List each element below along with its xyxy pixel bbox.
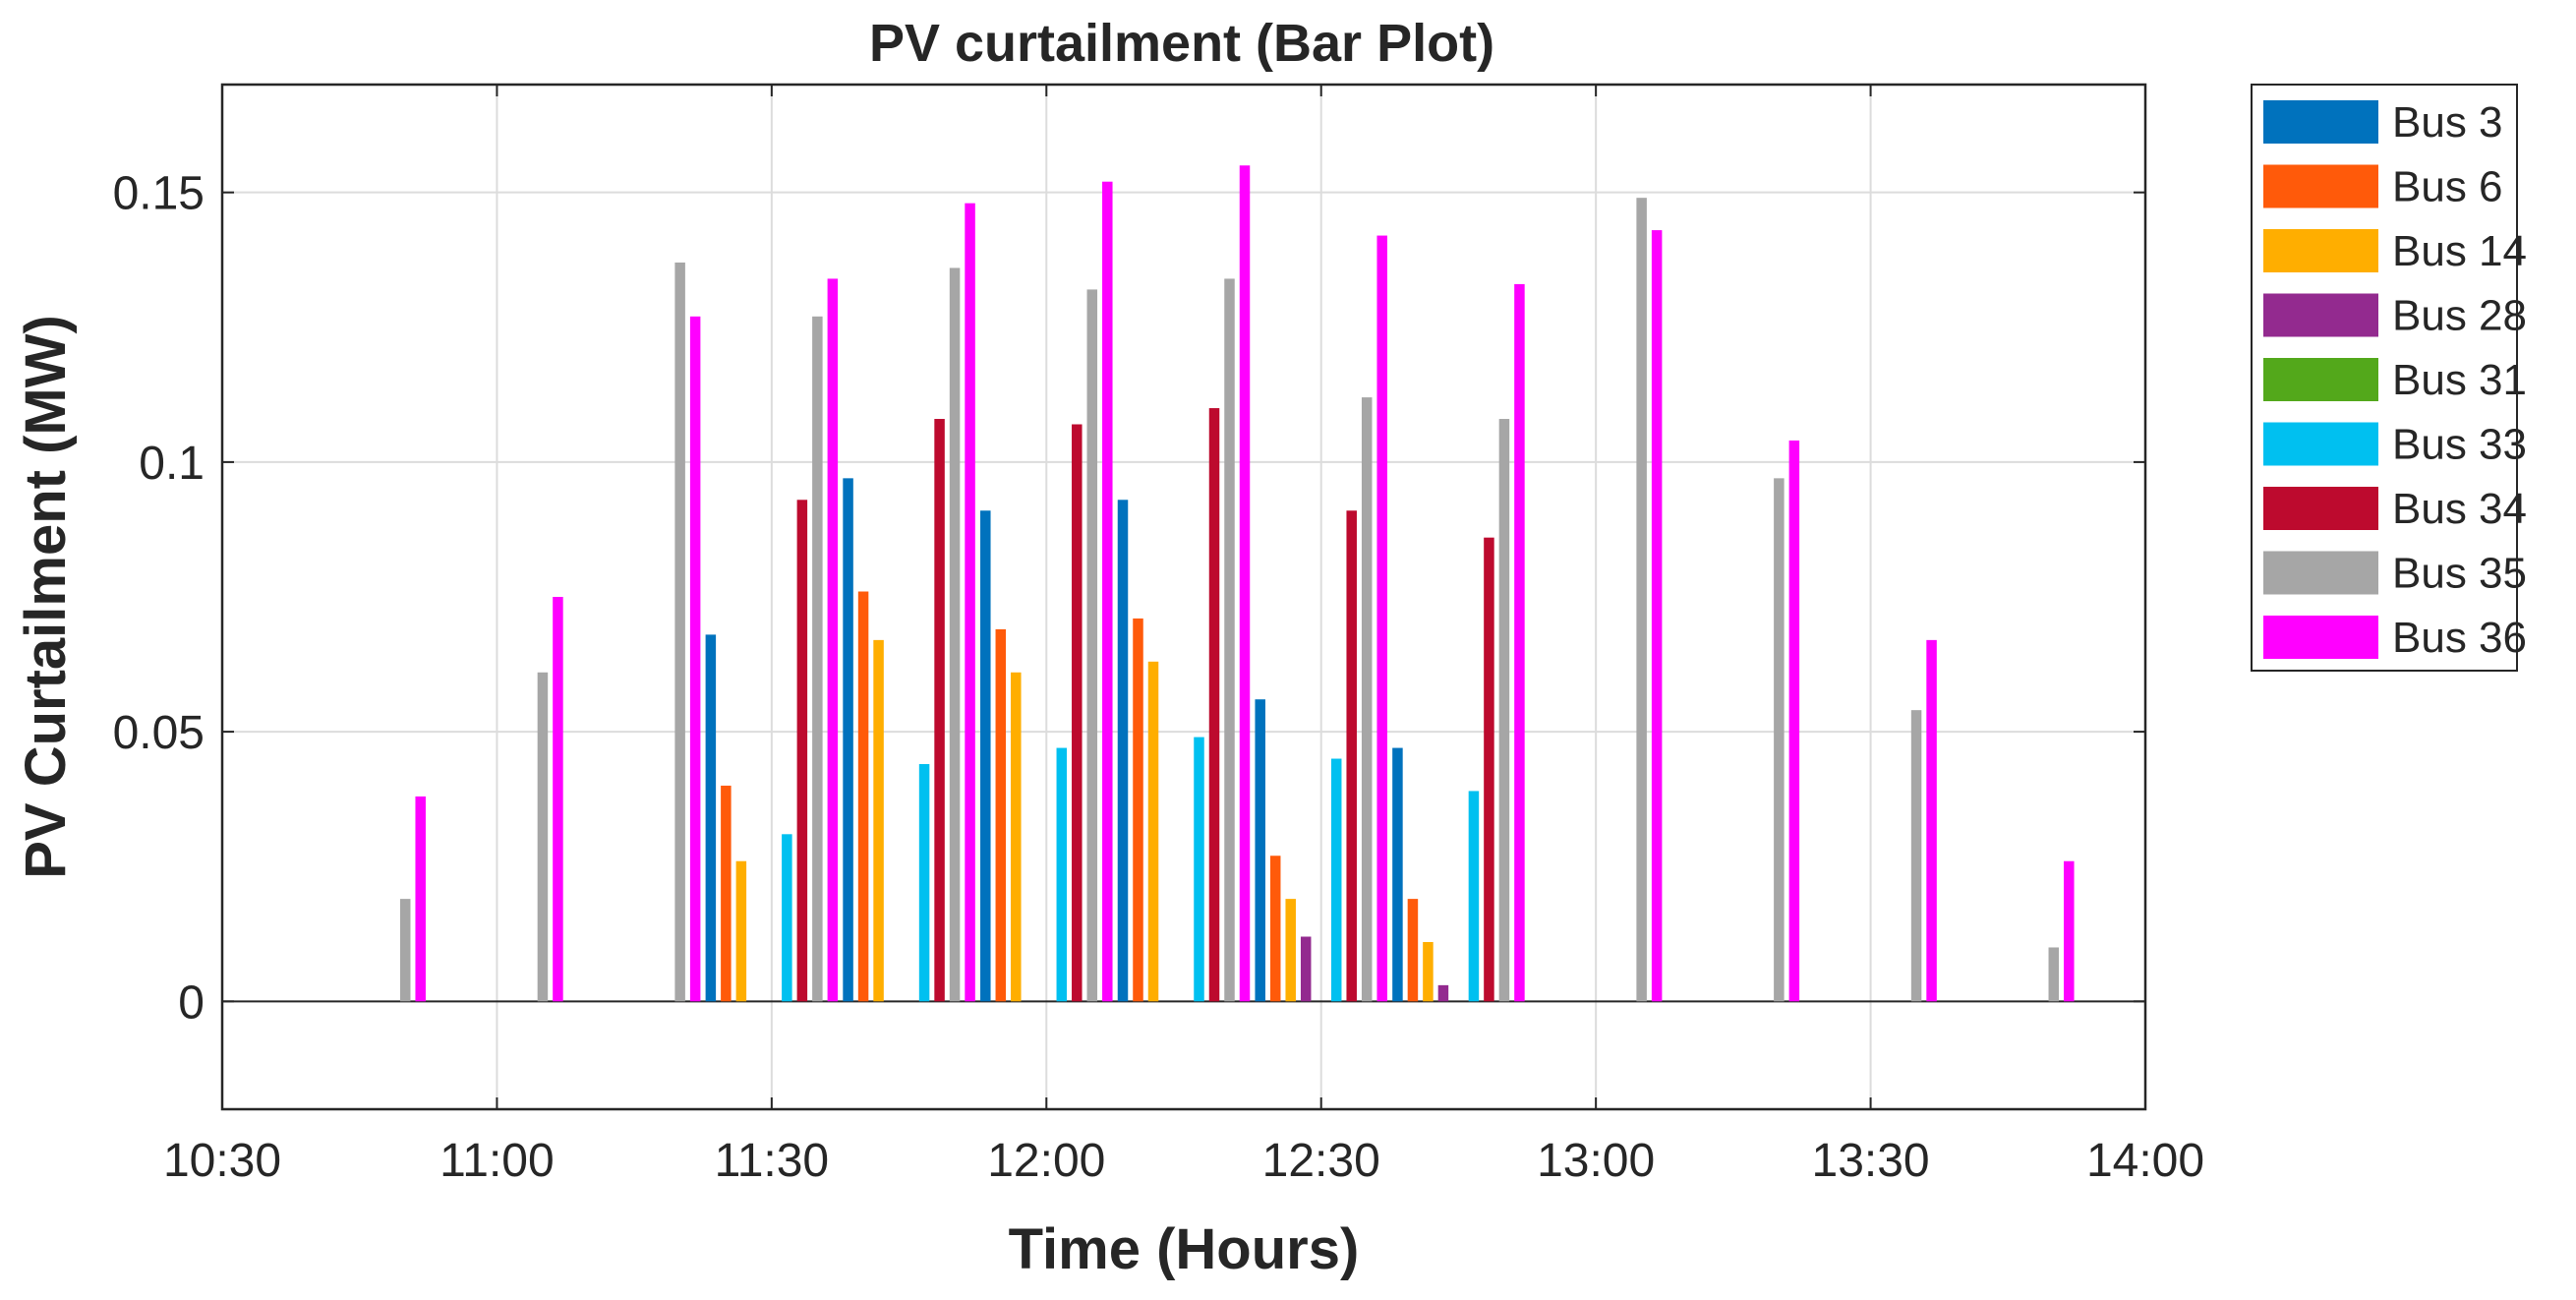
bar-bus-36 — [827, 278, 839, 1002]
y-tick-label: 0.05 — [113, 707, 205, 759]
bar-bus-6 — [1269, 856, 1281, 1002]
bar-bus-36 — [1926, 639, 1937, 1002]
legend-swatch — [2263, 100, 2378, 144]
bars — [399, 165, 2075, 1002]
bar-bus-14 — [1423, 941, 1434, 1002]
bar-bus-35 — [1636, 198, 1647, 1002]
bar-bus-6 — [995, 628, 1007, 1002]
y-tick-label: 0.1 — [139, 438, 205, 490]
x-tick-label: 12:00 — [987, 1135, 1105, 1187]
legend-label: Bus 3 — [2392, 98, 2503, 147]
bar-bus-36 — [1514, 283, 1525, 1002]
bar-bus-34 — [1346, 510, 1357, 1002]
bar-bus-35 — [537, 672, 549, 1002]
bar-bus-14 — [873, 639, 884, 1002]
bar-bus-33 — [918, 764, 930, 1002]
legend-swatch — [2263, 551, 2378, 595]
legend: Bus 3 Bus 6 Bus 14 Bus 28 Bus 31 Bus 33 Bus 34… — [2251, 84, 2527, 672]
bar-bus-36 — [1788, 440, 1800, 1002]
bar-bus-33 — [1056, 747, 1068, 1002]
bar-bus-35 — [2048, 947, 2060, 1002]
bar-bus-33 — [782, 834, 792, 1002]
x-tick-label: 14:00 — [2086, 1135, 2204, 1187]
y-axis-ticks: 0 0.05 0.1 0.15 — [113, 168, 2145, 1029]
legend-label: Bus 33 — [2392, 421, 2527, 469]
chart-title: PV curtailment (Bar Plot) — [869, 14, 1494, 73]
bar-bus-36 — [2064, 860, 2075, 1002]
bar-bus-6 — [721, 785, 732, 1002]
bar-bus-14 — [735, 860, 747, 1002]
legend-label: Bus 28 — [2392, 292, 2527, 340]
bar-bus-6 — [1407, 899, 1419, 1002]
bar-bus-36 — [553, 597, 563, 1002]
bar-bus-3 — [1392, 747, 1403, 1002]
bar-bus-34 — [1484, 537, 1494, 1002]
legend-label: Bus 36 — [2392, 614, 2527, 662]
bar-bus-34 — [1208, 408, 1220, 1002]
bar-bus-35 — [1498, 419, 1510, 1002]
bar-bus-35 — [1774, 478, 1785, 1002]
bar-bus-28 — [1300, 936, 1312, 1002]
bar-bus-28 — [1437, 984, 1449, 1002]
legend-swatch — [2263, 422, 2378, 466]
bar-bus-35 — [1361, 397, 1373, 1002]
x-axis-label: Time (Hours) — [1009, 1217, 1360, 1281]
legend-swatch — [2263, 164, 2378, 208]
bar-bus-14 — [1285, 899, 1296, 1002]
x-axis-ticks: 10:30 11:00 11:30 12:00 12:30 13:00 13:30 14:00 — [163, 85, 2204, 1187]
y-tick-label: 0 — [178, 976, 205, 1029]
bar-bus-3 — [843, 478, 853, 1002]
bar-bus-36 — [689, 316, 701, 1002]
plot-area — [220, 83, 2147, 1111]
bar-bus-3 — [1117, 500, 1129, 1002]
bar-bus-35 — [949, 267, 961, 1002]
legend-label: Bus 14 — [2392, 227, 2527, 275]
x-tick-label: 13:30 — [1812, 1135, 1930, 1187]
x-tick-label: 10:30 — [163, 1135, 281, 1187]
legend-label: Bus 35 — [2392, 550, 2527, 598]
legend-swatch — [2263, 293, 2378, 337]
bar-bus-36 — [1102, 181, 1113, 1002]
legend-swatch — [2263, 487, 2378, 530]
legend-swatch — [2263, 229, 2378, 272]
y-axis-label: PV Curtailment (MW) — [14, 315, 78, 879]
bar-bus-35 — [1910, 710, 1922, 1002]
bar-bus-34 — [1072, 424, 1083, 1002]
legend-swatch — [2263, 616, 2378, 659]
bar-bus-35 — [399, 899, 411, 1002]
legend-label: Bus 34 — [2392, 485, 2527, 533]
bar-bus-34 — [796, 500, 808, 1002]
bar-bus-34 — [934, 419, 945, 1002]
bar-bus-35 — [1224, 278, 1235, 1002]
bar-bus-35 — [812, 316, 823, 1002]
bar-bus-35 — [674, 262, 685, 1002]
bar-bus-36 — [1651, 230, 1663, 1002]
plot-background — [222, 85, 2145, 1109]
bar-bus-36 — [1239, 165, 1251, 1002]
legend-label: Bus 31 — [2392, 356, 2527, 404]
x-tick-label: 11:30 — [715, 1135, 830, 1187]
bar-bus-3 — [1255, 699, 1265, 1002]
bar-bus-33 — [1194, 737, 1204, 1002]
plot-frame — [220, 83, 2147, 1111]
legend-swatch — [2263, 358, 2378, 401]
x-tick-label: 12:30 — [1262, 1135, 1380, 1187]
bar-bus-33 — [1330, 758, 1342, 1002]
bar-bus-14 — [1147, 661, 1159, 1002]
bar-bus-36 — [965, 203, 975, 1002]
bar-bus-35 — [1086, 289, 1098, 1002]
bar-bus-6 — [1133, 618, 1143, 1002]
legend-label: Bus 6 — [2392, 163, 2503, 211]
x-tick-label: 13:00 — [1537, 1135, 1655, 1187]
x-tick-label: 11:00 — [439, 1135, 555, 1187]
bar-bus-3 — [980, 510, 991, 1002]
y-tick-label: 0.15 — [113, 168, 205, 220]
bar-bus-33 — [1468, 791, 1480, 1002]
bar-bus-14 — [1011, 672, 1022, 1002]
bar-bus-3 — [705, 634, 717, 1002]
bar-bus-36 — [1376, 235, 1387, 1002]
bar-bus-36 — [415, 796, 426, 1002]
bar-bus-6 — [857, 591, 869, 1002]
